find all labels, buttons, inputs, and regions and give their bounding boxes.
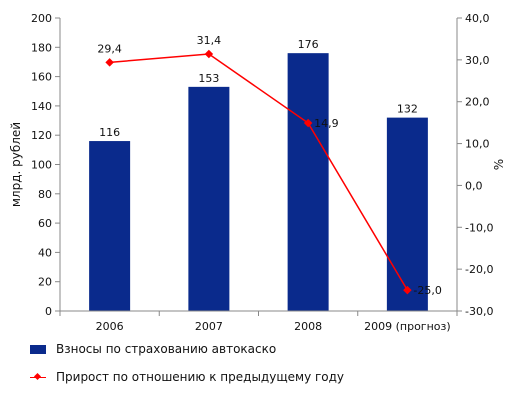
line-data-label: 29,4 [97,42,122,55]
legend-bar-swatch [30,344,46,354]
x-tick-label: 2009 (прогноз) [364,320,451,333]
y-tick-label-right: -30,0 [465,305,493,318]
bar-data-label: 132 [397,103,418,116]
x-tick-label: 2007 [195,320,223,333]
bar-data-label: 116 [99,126,120,139]
bar-data-label: 176 [298,38,319,51]
y-tick-label-right: 0,0 [465,179,483,192]
growth-line [109,53,409,291]
growth-marker [303,118,313,128]
legend-item-bars: Взносы по страхованию автокаско [30,342,276,356]
line-data-label: 14,9 [314,117,339,130]
legend-label-bars: Взносы по страхованию автокаско [56,342,277,356]
bar [89,141,131,311]
y-tick-label-left: 20 [38,276,52,289]
growth-marker [204,49,214,59]
y-tick-label-left: 40 [38,246,52,259]
growth-marker [403,285,412,295]
y-axis-title-left: млрд. рублей [9,122,23,207]
y-axis-title-right: % [492,159,506,170]
y-tick-label-right: 30,0 [465,54,490,67]
bar [386,117,428,312]
legend-label-line: Прирост по отношению к предыдущему году [56,370,345,384]
line-data-label: 31,4 [197,34,222,47]
y-tick-label-right: 20,0 [465,96,490,109]
y-tick-label-right: -20,0 [465,263,493,276]
y-tick-label-left: 120 [31,129,52,142]
y-tick-label-right: 40,0 [465,12,490,25]
bar [287,53,329,311]
y-tick-label-left: 100 [31,159,52,172]
x-tick-label: 2008 [294,320,322,333]
y-tick-label-left: 0 [45,305,52,318]
y-tick-label-left: 60 [38,217,52,230]
y-tick-label-right: -10,0 [465,221,493,234]
y-tick-label-left: 200 [31,12,52,25]
x-tick-label: 2006 [96,320,124,333]
growth-marker [105,58,114,67]
legend-item-line: Прирост по отношению к предыдущему году [30,370,344,384]
y-tick-label-left: 180 [31,41,52,54]
legend-line-swatch [30,373,46,382]
line-data-label: -25,0 [413,284,441,297]
bar [188,86,230,311]
y-tick-label-left: 80 [38,188,52,201]
y-tick-label-left: 140 [31,100,52,113]
bar-data-label: 153 [198,72,219,85]
y-tick-label-right: 10,0 [465,138,490,151]
y-tick-label-left: 160 [31,71,52,84]
